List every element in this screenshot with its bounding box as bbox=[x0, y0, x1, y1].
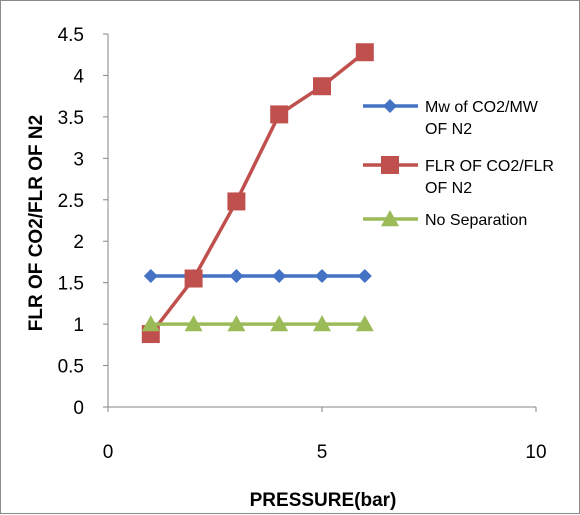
y-tick-label: 0.5 bbox=[58, 357, 84, 378]
legend: Mw of CO2/MW OF N2 FLR OF CO2/FLR OF N2 No S… bbox=[363, 99, 554, 229]
y-tick-label: 0 bbox=[73, 398, 84, 419]
legend-swatch-marker bbox=[381, 210, 399, 227]
series-1 bbox=[143, 269, 372, 284]
x-tick-label: 5 bbox=[317, 442, 328, 463]
data-point bbox=[270, 315, 289, 332]
legend-label: FLR OF CO2/FLR bbox=[425, 158, 554, 175]
legend-label: OF N2 bbox=[425, 121, 472, 138]
data-point bbox=[227, 315, 246, 332]
x-axis-title: PRESSURE(bar) bbox=[250, 490, 397, 511]
data-point bbox=[229, 269, 244, 284]
y-tick-label: 3.5 bbox=[58, 108, 84, 129]
data-point bbox=[355, 43, 374, 62]
data-point bbox=[227, 192, 246, 211]
data-point bbox=[313, 315, 331, 332]
y-tick-label: 3 bbox=[73, 149, 84, 170]
y-tick-label: 4.5 bbox=[58, 25, 84, 46]
data-point bbox=[315, 269, 329, 284]
x-tick-label: 0 bbox=[103, 442, 114, 463]
y-tick-label: 2.5 bbox=[58, 191, 84, 212]
series-2 bbox=[141, 43, 374, 344]
legend-label: Mw of CO2/MW bbox=[425, 99, 539, 116]
data-point bbox=[270, 105, 289, 124]
data-point bbox=[141, 315, 160, 332]
y-tick-label: 1.5 bbox=[58, 274, 84, 295]
legend-swatch-marker bbox=[381, 156, 399, 174]
series-3 bbox=[141, 315, 374, 332]
legend-label: OF N2 bbox=[425, 180, 472, 197]
data-point bbox=[184, 315, 203, 332]
legend-label: No Separation bbox=[425, 212, 527, 229]
series-line bbox=[149, 50, 366, 336]
data-point bbox=[143, 269, 158, 284]
y-tick-label: 1 bbox=[73, 315, 84, 336]
data-point bbox=[357, 269, 372, 284]
axes: 0 0.5 1 1.5 2 2.5 3 3.5 4 4.5 0 5 10 bbox=[58, 25, 547, 463]
data-point bbox=[272, 269, 287, 284]
data-point bbox=[184, 269, 203, 288]
y-axis-title: FLR OF CO2/FLR OF N2 bbox=[26, 115, 47, 331]
y-tick-label: 4 bbox=[73, 66, 84, 87]
legend-swatch-marker bbox=[383, 99, 397, 113]
series-layer bbox=[141, 43, 374, 344]
y-tick-label: 2 bbox=[73, 232, 84, 253]
data-point bbox=[313, 77, 331, 96]
data-point bbox=[355, 315, 374, 332]
x-tick-label: 10 bbox=[525, 442, 546, 463]
